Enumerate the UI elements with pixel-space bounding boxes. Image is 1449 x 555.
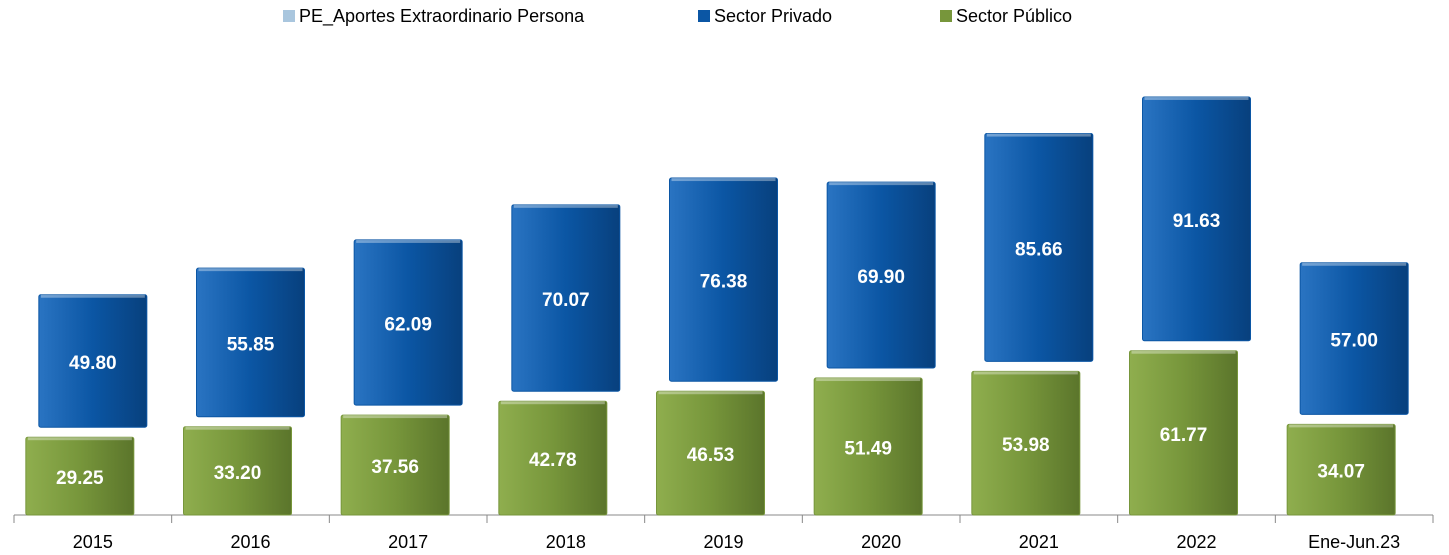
x-tick-label: Ene-Jun.23 [1308,532,1400,552]
bar [25,436,135,516]
value-label: 69.90 [857,267,905,288]
value-label: 61.77 [1160,425,1208,446]
bar [511,204,621,392]
bar [1142,96,1251,342]
bar-highlight [40,294,145,298]
bar [1129,350,1238,516]
x-tick-label: 2019 [703,532,743,552]
bar-highlight [198,268,303,272]
bar [826,181,936,369]
bar-highlight [343,415,448,419]
value-label: 53.98 [1002,435,1050,456]
x-tick-label: 2015 [73,532,113,552]
bar-highlight [1302,262,1407,266]
bar [813,377,923,516]
value-label: 91.63 [1173,211,1221,232]
value-label: 70.07 [542,290,590,311]
legend-label: Sector Privado [714,6,832,26]
bar-highlight [513,204,618,208]
bar-highlight [973,371,1078,375]
value-label: 34.07 [1317,462,1365,483]
x-tick-label: 2020 [861,532,901,552]
bar [971,370,1081,516]
bar-highlight [1289,424,1394,428]
bar [340,414,450,516]
bar-highlight [829,182,934,186]
value-label: 49.80 [69,353,117,374]
bar-highlight [185,426,290,430]
legend-swatch [940,10,952,22]
x-tick-label: 2018 [546,532,586,552]
bar [1286,423,1396,516]
bar-highlight [500,401,605,405]
bar-highlight [1131,350,1236,354]
value-label: 57.00 [1330,331,1378,352]
value-label: 76.38 [700,272,748,293]
value-label: 51.49 [844,439,892,460]
legend-swatch [698,10,710,22]
bar-highlight [27,437,132,441]
bar-highlight [986,133,1091,137]
bar [656,390,765,516]
value-label: 37.56 [371,457,419,478]
legend-swatch [283,10,295,22]
x-tick-label: 2022 [1176,532,1216,552]
bar [498,400,608,516]
bar [38,294,148,428]
bar-highlight [1144,96,1249,100]
bar [353,239,463,406]
x-tick-label: 2017 [388,532,428,552]
bar-highlight [816,378,921,382]
bar-highlight [658,391,763,395]
legend-label: Sector Público [956,6,1072,26]
bar [669,177,778,382]
bar [984,133,1094,362]
bar [196,267,305,418]
value-label: 33.20 [214,463,262,484]
bar [183,426,292,516]
x-tick-label: 2016 [230,532,270,552]
value-label: 55.85 [227,334,275,355]
bar-highlight [356,239,461,243]
x-tick-label: 2021 [1019,532,1059,552]
bar [1299,262,1409,415]
value-label: 85.66 [1015,240,1063,261]
value-label: 42.78 [529,450,577,471]
bar-highlight [671,178,776,182]
legend-label: PE_Aportes Extraordinario Persona [299,6,585,27]
value-label: 62.09 [384,315,432,336]
value-label: 29.25 [56,468,104,489]
value-label: 46.53 [687,445,735,466]
